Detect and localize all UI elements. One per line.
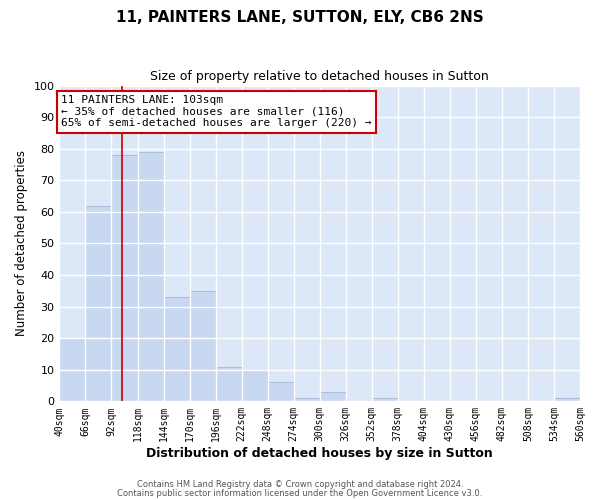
Bar (215, 366, 242, 402)
Y-axis label: Number of detached properties: Number of detached properties (15, 150, 28, 336)
Text: 11 PAINTERS LANE: 103sqm
← 35% of detached houses are smaller (116)
65% of semi-: 11 PAINTERS LANE: 103sqm ← 35% of detach… (61, 95, 372, 128)
Text: 11, PAINTERS LANE, SUTTON, ELY, CB6 2NS: 11, PAINTERS LANE, SUTTON, ELY, CB6 2NS (116, 10, 484, 25)
Bar (85, 206, 112, 402)
Text: Contains HM Land Registry data © Crown copyright and database right 2024.: Contains HM Land Registry data © Crown c… (137, 480, 463, 489)
Bar (372, 398, 398, 402)
Text: Contains public sector information licensed under the Open Government Licence v3: Contains public sector information licen… (118, 490, 482, 498)
Bar (164, 297, 190, 402)
Bar (137, 152, 164, 402)
Bar (293, 398, 320, 402)
Title: Size of property relative to detached houses in Sutton: Size of property relative to detached ho… (151, 70, 489, 83)
Bar (112, 155, 137, 402)
Bar (268, 382, 293, 402)
Bar (59, 338, 85, 402)
Bar (190, 291, 215, 402)
Bar (554, 398, 580, 402)
X-axis label: Distribution of detached houses by size in Sutton: Distribution of detached houses by size … (146, 447, 493, 460)
Bar (242, 370, 268, 402)
Bar (320, 392, 346, 402)
